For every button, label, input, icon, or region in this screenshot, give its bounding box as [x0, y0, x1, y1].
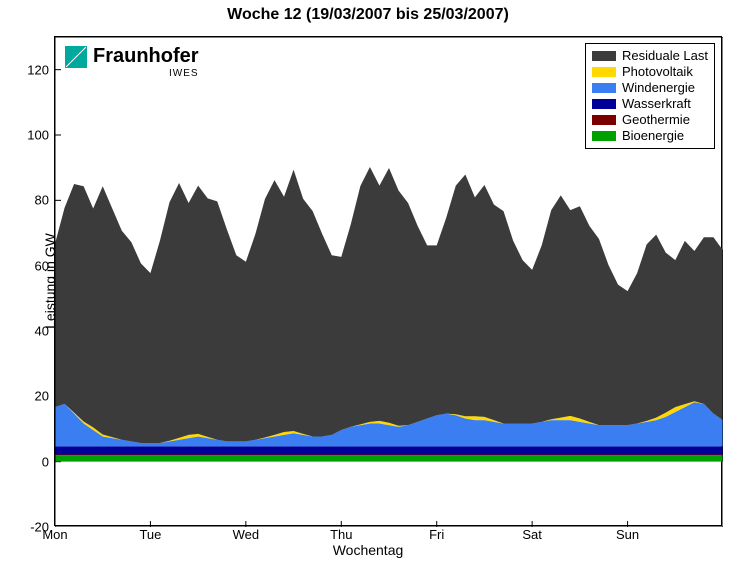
ytick-label: 120: [27, 62, 49, 77]
legend-item: Geothermie: [592, 112, 708, 128]
xtick-label: Wed: [233, 527, 260, 542]
legend-swatch: [592, 115, 616, 125]
ytick-label: 80: [35, 193, 49, 208]
series-area-residuale-last: [55, 167, 723, 443]
ytick-label: 0: [42, 454, 49, 469]
legend-swatch: [592, 51, 616, 61]
series-area-wasserkraft: [55, 446, 723, 454]
ytick-label: 20: [35, 389, 49, 404]
legend: Residuale LastPhotovoltaikWindenergieWas…: [585, 43, 715, 149]
legend-label: Windenergie: [622, 80, 695, 96]
legend-label: Geothermie: [622, 112, 690, 128]
ytick-label: 100: [27, 128, 49, 143]
series-area-bioenergie: [55, 455, 723, 462]
fraunhofer-watermark: FraunhoferIWES: [65, 45, 199, 68]
legend-label: Wasserkraft: [622, 96, 691, 112]
ytick-label: 40: [35, 324, 49, 339]
watermark-subtitle: IWES: [169, 68, 199, 79]
xtick-label: Mon: [42, 527, 67, 542]
chart-title: Woche 12 (19/03/2007 bis 25/03/2007): [0, 6, 736, 24]
legend-item: Wasserkraft: [592, 96, 708, 112]
legend-item: Windenergie: [592, 80, 708, 96]
xtick-label: Sun: [616, 527, 639, 542]
fraunhofer-logo-icon: [65, 46, 87, 68]
legend-item: Photovoltaik: [592, 64, 708, 80]
plot-area: -20020406080100120MonTueWedThuFriSatSunR…: [54, 36, 722, 526]
watermark-brand: Fraunhofer: [93, 45, 199, 68]
xtick-label: Thu: [330, 527, 352, 542]
legend-swatch: [592, 131, 616, 141]
xtick-label: Fri: [429, 527, 444, 542]
xtick-label: Tue: [139, 527, 161, 542]
legend-swatch: [592, 67, 616, 77]
x-axis-label: Wochentag: [0, 542, 736, 558]
legend-swatch: [592, 83, 616, 93]
legend-label: Bioenergie: [622, 128, 684, 144]
legend-label: Residuale Last: [622, 48, 708, 64]
legend-item: Residuale Last: [592, 48, 708, 64]
legend-item: Bioenergie: [592, 128, 708, 144]
ytick-label: 60: [35, 258, 49, 273]
legend-swatch: [592, 99, 616, 109]
series-area-geothermie: [55, 454, 723, 455]
energy-week-chart: Woche 12 (19/03/2007 bis 25/03/2007) Lei…: [0, 0, 736, 562]
legend-label: Photovoltaik: [622, 64, 693, 80]
xtick-label: Sat: [522, 527, 542, 542]
